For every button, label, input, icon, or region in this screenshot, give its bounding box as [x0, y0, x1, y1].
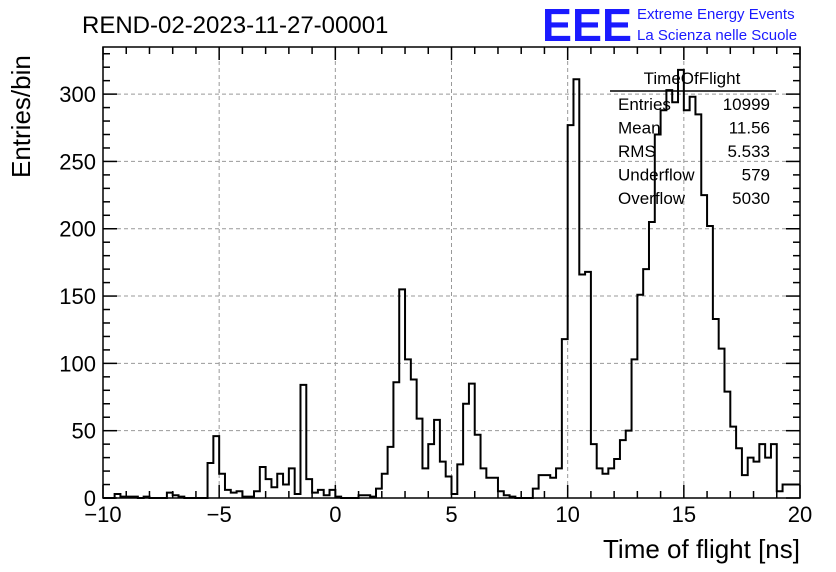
stats-label: Underflow	[618, 166, 695, 185]
y-tick-label: 100	[59, 351, 96, 376]
chart-title: REND-02-2023-11-27-00001	[82, 12, 388, 39]
y-tick-label: 200	[59, 217, 96, 242]
histogram-series	[103, 68, 800, 499]
stats-box: TimeOfFlight Entries 10999 Mean 11.56 RMS 5.5…	[610, 69, 776, 208]
y-axis-label: Entries/bin	[6, 55, 36, 178]
x-tick-label: 20	[788, 502, 812, 527]
stats-value: 5030	[732, 189, 770, 208]
x-tick-label: −10	[84, 502, 121, 527]
stats-label: Entries	[618, 95, 671, 114]
x-tick-label: 0	[329, 502, 341, 527]
x-tick-label: 10	[555, 502, 579, 527]
stats-value: 11.56	[729, 119, 770, 138]
x-tick-label: −5	[207, 502, 232, 527]
stats-label: Mean	[618, 119, 661, 138]
stats-value: 10999	[723, 95, 770, 114]
logo-mark: EEE	[542, 0, 632, 51]
stats-label: Overflow	[618, 189, 686, 208]
histogram-outline	[103, 68, 800, 499]
x-tick-label: 5	[445, 502, 457, 527]
axis-ticks	[102, 47, 801, 499]
y-tick-label: 150	[59, 284, 96, 309]
y-tick-label: 50	[72, 419, 96, 444]
stats-rows: Entries 10999 Mean 11.56 RMS 5.533 Underflow 57…	[618, 95, 770, 208]
stats-value: 579	[742, 166, 770, 185]
logo-line-2: La Scienza nelle Scuole	[637, 27, 797, 44]
x-tick-label: 15	[672, 502, 696, 527]
stats-value: 5.533	[727, 142, 770, 161]
y-tick-label: 300	[59, 82, 96, 107]
stats-title: TimeOfFlight	[644, 69, 741, 88]
eee-logo: EEE Extreme Energy Events La Scienza nel…	[542, 0, 797, 51]
y-tick-label: 0	[84, 486, 96, 511]
stats-label: RMS	[618, 142, 656, 161]
x-axis-label: Time of flight [ns]	[603, 534, 800, 564]
logo-line-1: Extreme Energy Events	[637, 6, 795, 23]
y-tick-label: 250	[59, 149, 96, 174]
